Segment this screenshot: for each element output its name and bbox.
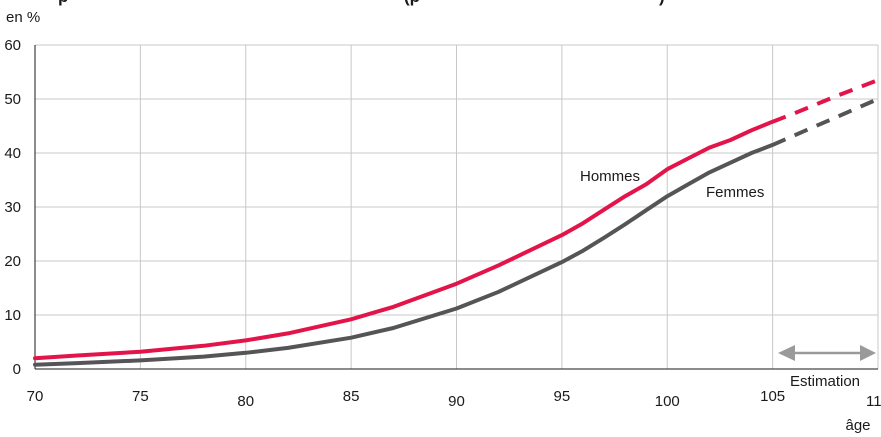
x-axis-label: âge	[845, 417, 870, 434]
y-tick-label: 40	[4, 145, 21, 162]
x-tick-label: 90	[448, 393, 465, 410]
series-line-hommes-estimation	[771, 78, 879, 124]
arrow-left-icon	[778, 345, 795, 361]
series-line-hommes	[33, 119, 775, 361]
y-tick-label: 20	[4, 253, 21, 270]
x-tick-label: 80	[237, 393, 254, 410]
series-label-femmes: Femmes	[706, 184, 764, 201]
y-tick-label: 0	[13, 361, 21, 378]
y-tick-label: 10	[4, 307, 21, 324]
x-tick-label: 100	[655, 393, 680, 410]
y-tick-label: 60	[4, 37, 21, 54]
title-fragment-left: p	[58, 0, 68, 6]
x-tick-label: 110	[866, 393, 881, 410]
series-line-femmes	[33, 142, 775, 367]
x-tick-label: 105	[760, 388, 785, 405]
tick-labels: 0 10 20 30 40 50 60 70 75 80 85 90 95 100 105 110	[4, 37, 881, 410]
title-fragment-right: )	[659, 0, 665, 6]
series-labels: Hommes Femmes	[580, 168, 764, 201]
y-tick-label: 30	[4, 199, 21, 216]
title-fragment-mid: (p	[404, 0, 420, 6]
arrow-right-icon	[860, 345, 876, 361]
series-line-femmes-estimation	[771, 97, 879, 147]
estimation-marker: Estimation	[778, 345, 876, 390]
y-tick-label: 50	[4, 91, 21, 108]
x-tick-label: 85	[343, 388, 360, 405]
x-tick-label: 70	[27, 388, 44, 405]
x-tick-label: 95	[554, 388, 571, 405]
y-axis-label: en %	[6, 9, 40, 26]
series-lines	[33, 78, 879, 367]
series-label-hommes: Hommes	[580, 168, 640, 185]
estimation-label: Estimation	[790, 373, 860, 390]
grid	[34, 44, 879, 370]
x-tick-label: 75	[132, 388, 149, 405]
